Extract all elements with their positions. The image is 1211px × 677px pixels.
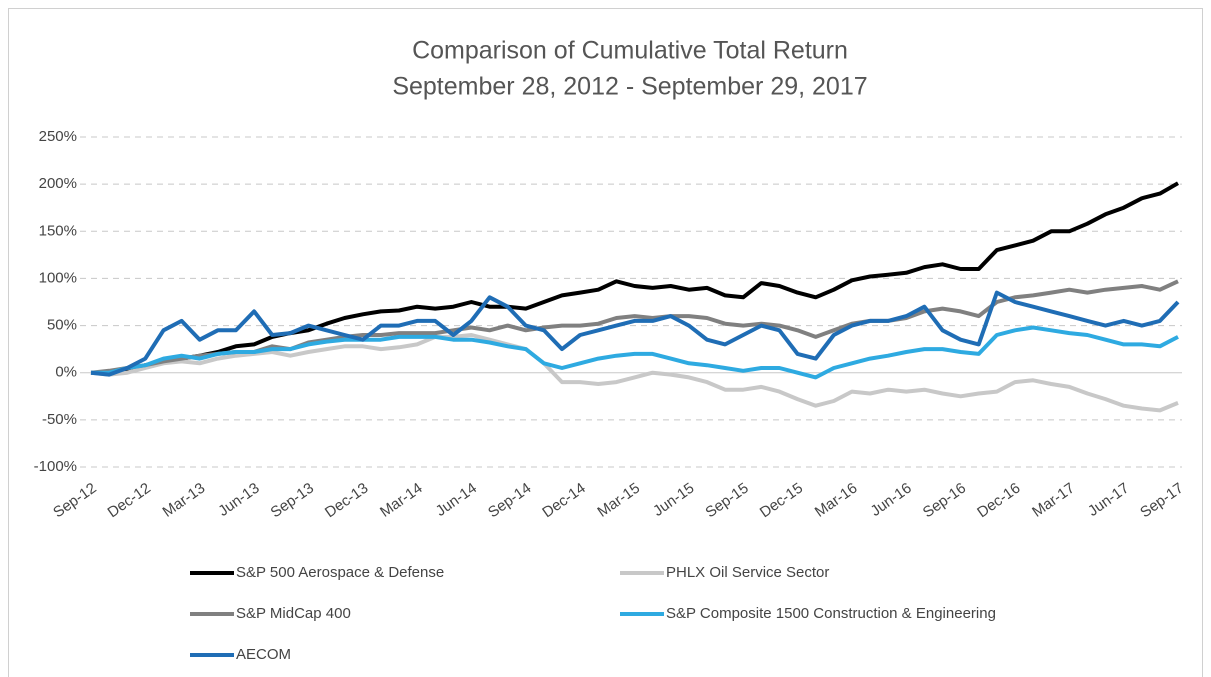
x-tick-label: Jun-13 bbox=[215, 480, 262, 520]
series-line bbox=[90, 290, 1180, 377]
x-tick-label: Sep-14 bbox=[485, 480, 534, 522]
x-tick-label: Mar-13 bbox=[160, 480, 209, 521]
x-tick-label: Dec-14 bbox=[539, 480, 588, 522]
y-tick-label: 150% bbox=[39, 222, 77, 239]
chart-title: Comparison of Cumulative Total Return bbox=[412, 37, 848, 65]
x-tick-label: Mar-14 bbox=[377, 480, 426, 521]
series-line bbox=[90, 279, 1179, 375]
x-tick-label: Sep-13 bbox=[268, 480, 317, 522]
x-tick-label: Dec-16 bbox=[974, 480, 1023, 522]
y-tick-label: 200% bbox=[39, 175, 77, 192]
series-line bbox=[91, 325, 1179, 380]
x-tick-label: Sep-12 bbox=[50, 480, 99, 522]
y-tick-label: 250% bbox=[39, 128, 77, 145]
x-tick-label: Mar-16 bbox=[812, 480, 861, 521]
x-tick-label: Dec-15 bbox=[757, 480, 806, 522]
legend-label: S&P Composite 1500 Construction & Engine… bbox=[666, 605, 996, 622]
legend-label: S&P MidCap 400 bbox=[236, 605, 351, 622]
x-tick-label: Jun-15 bbox=[650, 480, 697, 520]
y-tick-label: -50% bbox=[42, 411, 77, 428]
x-tick-label: Dec-13 bbox=[322, 480, 371, 522]
x-tick-label: Mar-15 bbox=[594, 480, 643, 521]
y-tick-label: 50% bbox=[47, 317, 77, 334]
x-tick-label: Jun-17 bbox=[1085, 480, 1132, 520]
x-tick-label: Dec-12 bbox=[105, 480, 154, 522]
x-tick-label: Jun-14 bbox=[433, 480, 480, 520]
x-tick-label: Mar-17 bbox=[1029, 480, 1078, 521]
legend-label: PHLX Oil Service Sector bbox=[666, 564, 829, 581]
x-tick-label: Sep-17 bbox=[1137, 480, 1186, 522]
legend-label: AECOM bbox=[236, 646, 291, 663]
y-tick-label: -100% bbox=[34, 458, 77, 475]
legend-label: S&P 500 Aerospace & Defense bbox=[236, 564, 444, 581]
series-line bbox=[90, 333, 1179, 413]
chart-subtitle: September 28, 2012 - September 29, 2017 bbox=[392, 73, 867, 101]
x-tick-label: Jun-16 bbox=[867, 480, 914, 520]
frame bbox=[8, 8, 1203, 677]
y-tick-label: 0% bbox=[55, 364, 77, 381]
x-tick-label: Sep-15 bbox=[702, 480, 751, 522]
y-tick-label: 100% bbox=[39, 269, 77, 286]
x-tick-label: Sep-16 bbox=[920, 480, 969, 522]
